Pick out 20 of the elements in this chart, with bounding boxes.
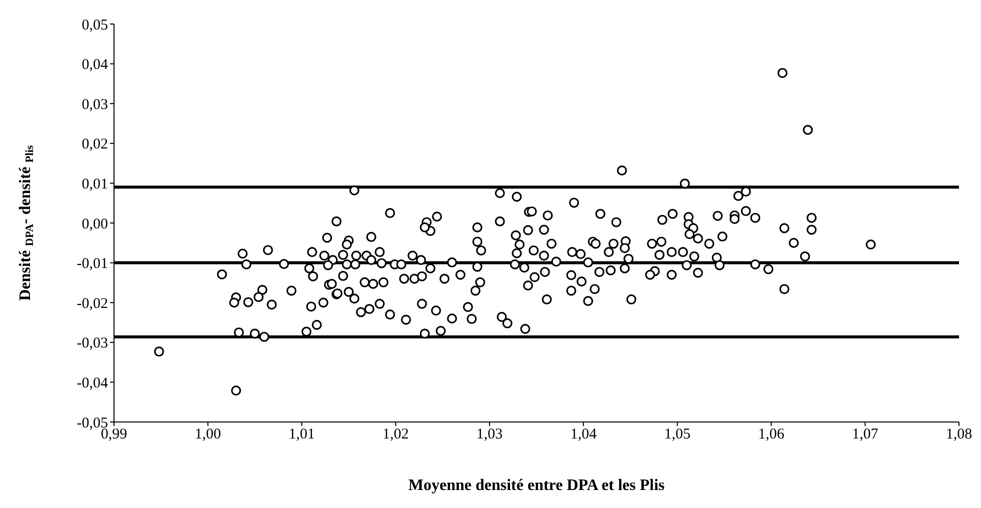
x-tick-label: 1,08 [946, 426, 972, 443]
x-tick-label: 1,04 [570, 426, 598, 443]
y-tick-label: -0,04 [76, 376, 108, 392]
y-tick-label: -0,03 [76, 336, 108, 352]
x-tick-label: 1,00 [194, 426, 222, 443]
y-tick-label: 0,01 [82, 176, 108, 193]
x-tick-label: 1,03 [476, 426, 503, 443]
x-tick-label: 1,05 [664, 426, 690, 443]
y-tick-label: 0,04 [82, 57, 108, 74]
x-tick-label: 1,06 [758, 426, 785, 443]
x-tick-label: 1,01 [288, 426, 315, 443]
y-tick-label: -0,02 [76, 296, 108, 312]
y-tick-label: 0,03 [82, 96, 108, 113]
x-tick-label: 1,07 [852, 426, 879, 443]
x-axis-title: Moyenne densité entre DPA et les Plis [408, 477, 665, 494]
y-tick-label: 0,00 [82, 216, 108, 232]
y-tick-label: 0,02 [82, 136, 108, 153]
x-tick-label: 1,02 [382, 426, 409, 443]
y-tick-label: 0,05 [82, 17, 108, 34]
y-tick-label: -0,01 [76, 256, 108, 272]
